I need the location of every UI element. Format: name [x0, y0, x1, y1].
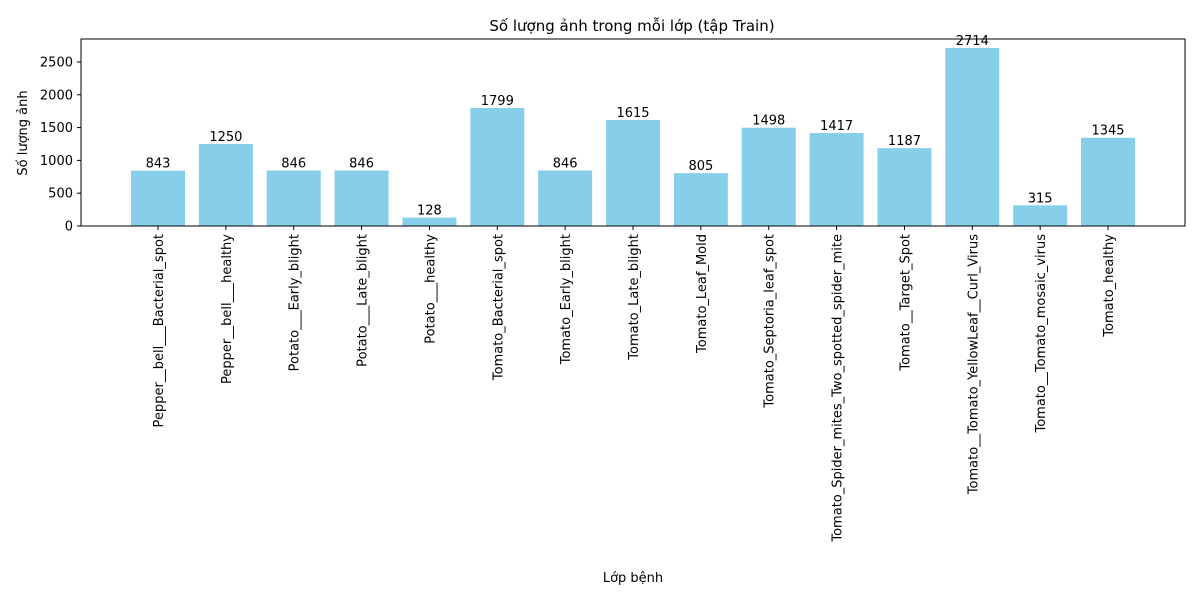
x-tick-label: Potato___Late_blight [356, 234, 371, 367]
bar-value-label: 846 [553, 156, 578, 171]
bar [402, 217, 457, 226]
bar [334, 170, 389, 226]
x-tick-label: Tomato__Tomato_YellowLeaf__Curl_Virus [966, 234, 981, 495]
y-axis: 0 500 1000 1500 2000 2500 [40, 55, 81, 235]
bar-value-label: 843 [146, 157, 171, 172]
bar-value-label: 846 [349, 156, 374, 171]
value-labels-group: 843 1250 846 846 128 1799 846 1615 805 1498 1417 11… [146, 34, 1125, 219]
bar-value-label: 1187 [888, 134, 921, 149]
bar [198, 143, 253, 226]
x-tick-label: Pepper__bell___healthy [220, 234, 235, 384]
y-axis-label: Số lượng ảnh [16, 90, 31, 175]
chart-title: Số lượng ảnh trong mỗi lớp (tập Train) [489, 17, 774, 35]
x-tick-label: Tomato_healthy [1102, 234, 1117, 338]
y-tick-label: 0 [65, 220, 73, 235]
bar [606, 120, 661, 226]
bar-value-label: 1250 [209, 130, 242, 145]
y-tick-label: 500 [48, 187, 73, 202]
bar [673, 173, 728, 226]
bar-value-label: 1615 [616, 106, 649, 121]
x-axis: Pepper__bell___Bacterial_spot Pepper__bel… [152, 226, 1117, 543]
y-tick-label: 1500 [40, 121, 73, 136]
x-tick-label: Tomato_Spider_mites_Two_spotted_spider_m… [831, 234, 846, 543]
bar-value-label: 805 [688, 159, 713, 174]
x-tick-label: Tomato_Leaf_Mold [695, 234, 710, 354]
bar-value-label: 1345 [1091, 124, 1124, 139]
x-tick-label: Pepper__bell___Bacterial_spot [152, 234, 167, 427]
y-tick-label: 2500 [40, 55, 73, 70]
bar [741, 127, 796, 226]
bar [945, 47, 1000, 226]
x-tick-label: Tomato__Tomato_mosaic_virus [1034, 234, 1049, 434]
bar [809, 133, 864, 226]
bars-group [131, 47, 1136, 226]
x-tick-label: Tomato__Target_Spot [898, 234, 913, 372]
bar [131, 170, 185, 226]
bar [266, 170, 321, 226]
x-tick-label: Tomato_Bacterial_spot [491, 234, 506, 381]
bar [538, 170, 593, 226]
bar [877, 148, 932, 226]
bar [1081, 137, 1136, 226]
bar-value-label: 1498 [752, 114, 785, 129]
bar [470, 107, 525, 226]
x-tick-label: Tomato_Septoria_leaf_spot [763, 234, 778, 409]
y-tick-label: 2000 [40, 88, 73, 103]
x-tick-label: Potato___Early_blight [288, 234, 303, 371]
bar [1013, 205, 1068, 226]
x-axis-label: Lớp bệnh [603, 571, 663, 586]
x-tick-label: Tomato_Early_blight [559, 234, 574, 365]
y-tick-label: 1000 [40, 154, 73, 169]
bar-value-label: 1799 [481, 94, 514, 109]
bar-value-label: 1417 [820, 119, 853, 134]
bar-value-label: 315 [1028, 191, 1053, 206]
bar-value-label: 128 [417, 204, 442, 219]
x-tick-label: Potato___healthy [423, 234, 438, 344]
bar-value-label: 846 [281, 156, 306, 171]
x-tick-label: Tomato_Late_blight [627, 234, 642, 361]
bar-value-label: 2714 [956, 34, 989, 49]
